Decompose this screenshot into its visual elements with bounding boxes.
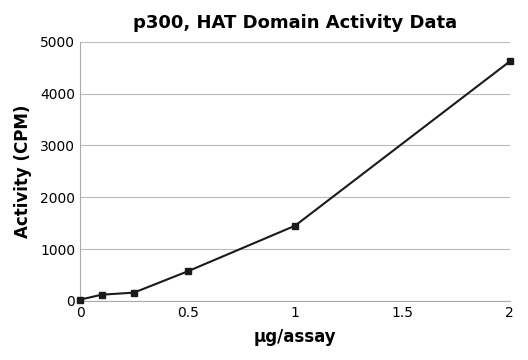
Title: p300, HAT Domain Activity Data: p300, HAT Domain Activity Data	[133, 14, 457, 32]
X-axis label: μg/assay: μg/assay	[253, 328, 336, 346]
Y-axis label: Activity (CPM): Activity (CPM)	[14, 105, 32, 238]
